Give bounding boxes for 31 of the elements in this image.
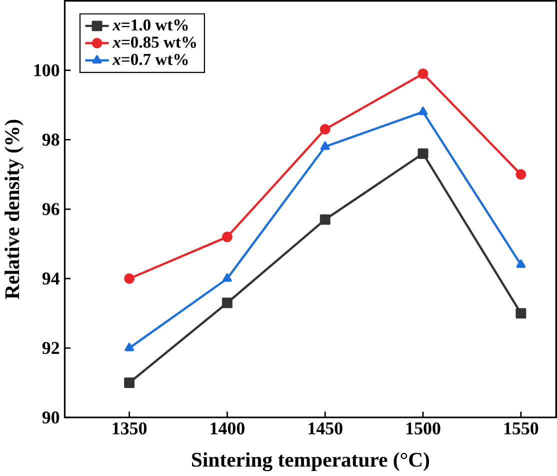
legend-label: x=0.7 wt% xyxy=(112,54,188,66)
point xyxy=(320,124,330,135)
point xyxy=(124,342,134,352)
point xyxy=(516,169,526,180)
point xyxy=(418,148,428,159)
y-tick-label: 94 xyxy=(42,272,60,285)
point xyxy=(222,298,232,308)
x-tick-label: 1450 xyxy=(308,422,342,435)
point xyxy=(124,273,135,284)
point xyxy=(418,106,428,116)
x-tick-label: 1550 xyxy=(504,422,538,435)
point xyxy=(222,232,232,242)
y-tick-label: 96 xyxy=(42,203,60,216)
y-tick-label: 100 xyxy=(34,64,60,76)
y-tick-label: 92 xyxy=(42,342,60,354)
legend-label: x=1.0 wt% xyxy=(112,20,188,31)
x-axis-title: Sintering temperature (°C) xyxy=(192,452,430,472)
point xyxy=(418,68,428,80)
point xyxy=(516,308,526,319)
point xyxy=(516,260,526,268)
x-tick-label: 1500 xyxy=(406,422,440,435)
x-tick-label: 1350 xyxy=(112,422,147,435)
point xyxy=(124,378,135,388)
x-tick-label: 1400 xyxy=(210,422,244,435)
point xyxy=(222,273,232,282)
y-tick-label: 90 xyxy=(42,412,60,424)
legend-label: x=0.85 wt% xyxy=(112,36,196,48)
y-tick-label: 98 xyxy=(42,134,60,146)
point xyxy=(320,142,330,150)
y-axis-title: Relative density (%) xyxy=(4,120,24,300)
point xyxy=(320,214,330,225)
